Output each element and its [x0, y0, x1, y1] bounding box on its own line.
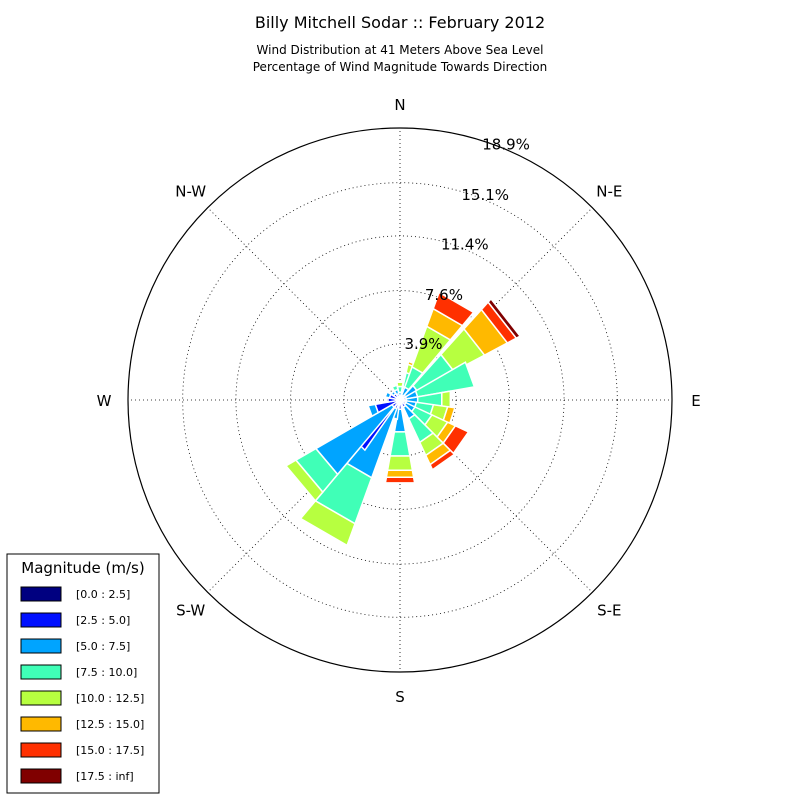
direction-labels: N N-E E S-E S S-W W N-W — [97, 96, 701, 706]
legend-swatch — [20, 768, 62, 784]
radial-tick-label: 18.9% — [482, 136, 530, 154]
windrose-bar-segment — [385, 469, 415, 478]
legend-swatch — [20, 690, 62, 706]
legend-swatch — [20, 612, 62, 628]
legend-label: [2.5 : 5.0] — [76, 614, 130, 627]
radial-tick-labels: 3.9% 7.6% 11.4% 15.1% 18.9% — [404, 136, 529, 353]
windrose-bar-segment — [487, 297, 522, 340]
windrose-bar-segment — [367, 403, 380, 418]
grid-spoke — [207, 207, 401, 401]
windrose-bar-segment — [384, 390, 392, 399]
windrose-bar-segment — [389, 431, 411, 457]
chart-subtitle-line-1: Wind Distribution at 41 Meters Above Sea… — [257, 43, 544, 57]
direction-label-s: S — [395, 688, 405, 706]
direction-label-ne: N-E — [596, 183, 622, 201]
radial-tick-label: 7.6% — [425, 286, 463, 304]
windrose-bar-segment — [299, 499, 356, 547]
polar-plot-area: 3.9% 7.6% 11.4% 15.1% 18.9% N N-E E S-E S S-W W N-W — [97, 96, 701, 706]
windrose-bar-segment — [432, 291, 475, 327]
windrose-bar-segment — [429, 449, 456, 471]
chart-title: Billy Mitchell Sodar :: February 2012 — [255, 13, 545, 32]
direction-label-se: S-E — [597, 601, 621, 619]
direction-label-n: N — [394, 96, 405, 114]
windrose-bar-segment — [284, 459, 324, 503]
legend-swatch — [20, 742, 62, 758]
radial-tick-label: 3.9% — [404, 335, 442, 353]
legend-swatch — [20, 586, 62, 602]
legend-label: [12.5 : 15.0] — [76, 718, 144, 731]
outer-circle — [127, 127, 673, 673]
direction-label-nw: N-W — [175, 183, 206, 201]
windrose-bars — [284, 291, 522, 547]
windrose-bar-segment — [414, 361, 476, 398]
legend-label: [15.0 : 17.5] — [76, 744, 144, 757]
legend-swatch — [20, 716, 62, 732]
legend: Magnitude (m/s) [0.0 : 2.5] [2.5 : 5.0] [5… — [6, 553, 160, 794]
radial-tick-label: 11.4% — [441, 235, 489, 253]
windrose-bar-segment — [384, 476, 416, 484]
grid-ring — [182, 182, 618, 618]
legend-label: [17.5 : inf] — [76, 770, 134, 783]
legend-items: [0.0 : 2.5] [2.5 : 5.0] [5.0 : 7.5] [7.5 : … — [20, 586, 144, 784]
legend-label: [10.0 : 12.5] — [76, 692, 144, 705]
direction-label-sw: S-W — [176, 601, 205, 619]
legend-label: [5.0 : 7.5] — [76, 640, 130, 653]
radial-tick-label: 15.1% — [461, 186, 509, 204]
direction-label-w: W — [97, 392, 112, 410]
polar-grid — [128, 128, 672, 672]
legend-swatch — [20, 638, 62, 654]
windrose-bar-segment — [390, 384, 399, 392]
legend-label: [0.0 : 2.5] — [76, 588, 130, 601]
windrose-bar-segment — [386, 455, 414, 471]
legend-title: Magnitude (m/s) — [21, 559, 144, 577]
direction-label-e: E — [691, 392, 700, 410]
windrose-bar-segment — [396, 381, 404, 388]
chart-subtitle-line-2: Percentage of Wind Magnitude Towards Dir… — [253, 60, 547, 74]
legend-swatch — [20, 664, 62, 680]
legend-label: [7.5 : 10.0] — [76, 666, 137, 679]
